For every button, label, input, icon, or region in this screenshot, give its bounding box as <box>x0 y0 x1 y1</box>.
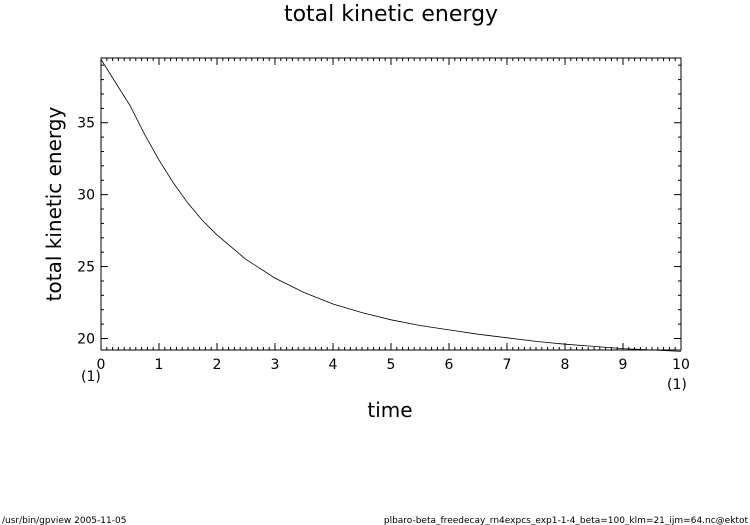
y-tick-label: 25 <box>77 260 95 276</box>
x-tick-label: 9 <box>619 357 628 373</box>
x-tick-label: 10 <box>672 357 690 373</box>
series-line <box>100 59 682 352</box>
x-tick-label: 3 <box>271 357 280 373</box>
x-axis-label: time <box>367 398 412 422</box>
y-axis-label: total kinetic energy <box>42 107 66 302</box>
x-tick-label: 7 <box>503 357 512 373</box>
x-tick-label: 8 <box>561 357 570 373</box>
footer-left: /usr/bin/gpview 2005-11-05 <box>2 516 126 525</box>
x-unit-right: (1) <box>667 377 687 393</box>
x-tick-label: 6 <box>445 357 454 373</box>
x-unit-left: (1) <box>81 369 101 385</box>
plot-frame <box>100 57 682 351</box>
y-tick-label: 35 <box>77 116 95 132</box>
y-tick-label: 20 <box>77 331 95 347</box>
y-tick-label: 30 <box>77 188 95 204</box>
x-tick-label: 0 <box>97 357 106 373</box>
footer-right: plbaro-beta_freedecay_rn4expcs_exp1-1-4_… <box>384 516 749 525</box>
x-tick-label: 1 <box>155 357 164 373</box>
x-tick-label: 4 <box>329 357 338 373</box>
axis-ticks <box>100 58 682 350</box>
x-tick-label: 5 <box>387 357 396 373</box>
x-tick-label: 2 <box>213 357 222 373</box>
tick-labels: 0 1 2 3 4 5 6 7 8 9 10 20 25 30 35 <box>77 116 690 373</box>
chart-title: total kinetic energy <box>284 2 498 27</box>
